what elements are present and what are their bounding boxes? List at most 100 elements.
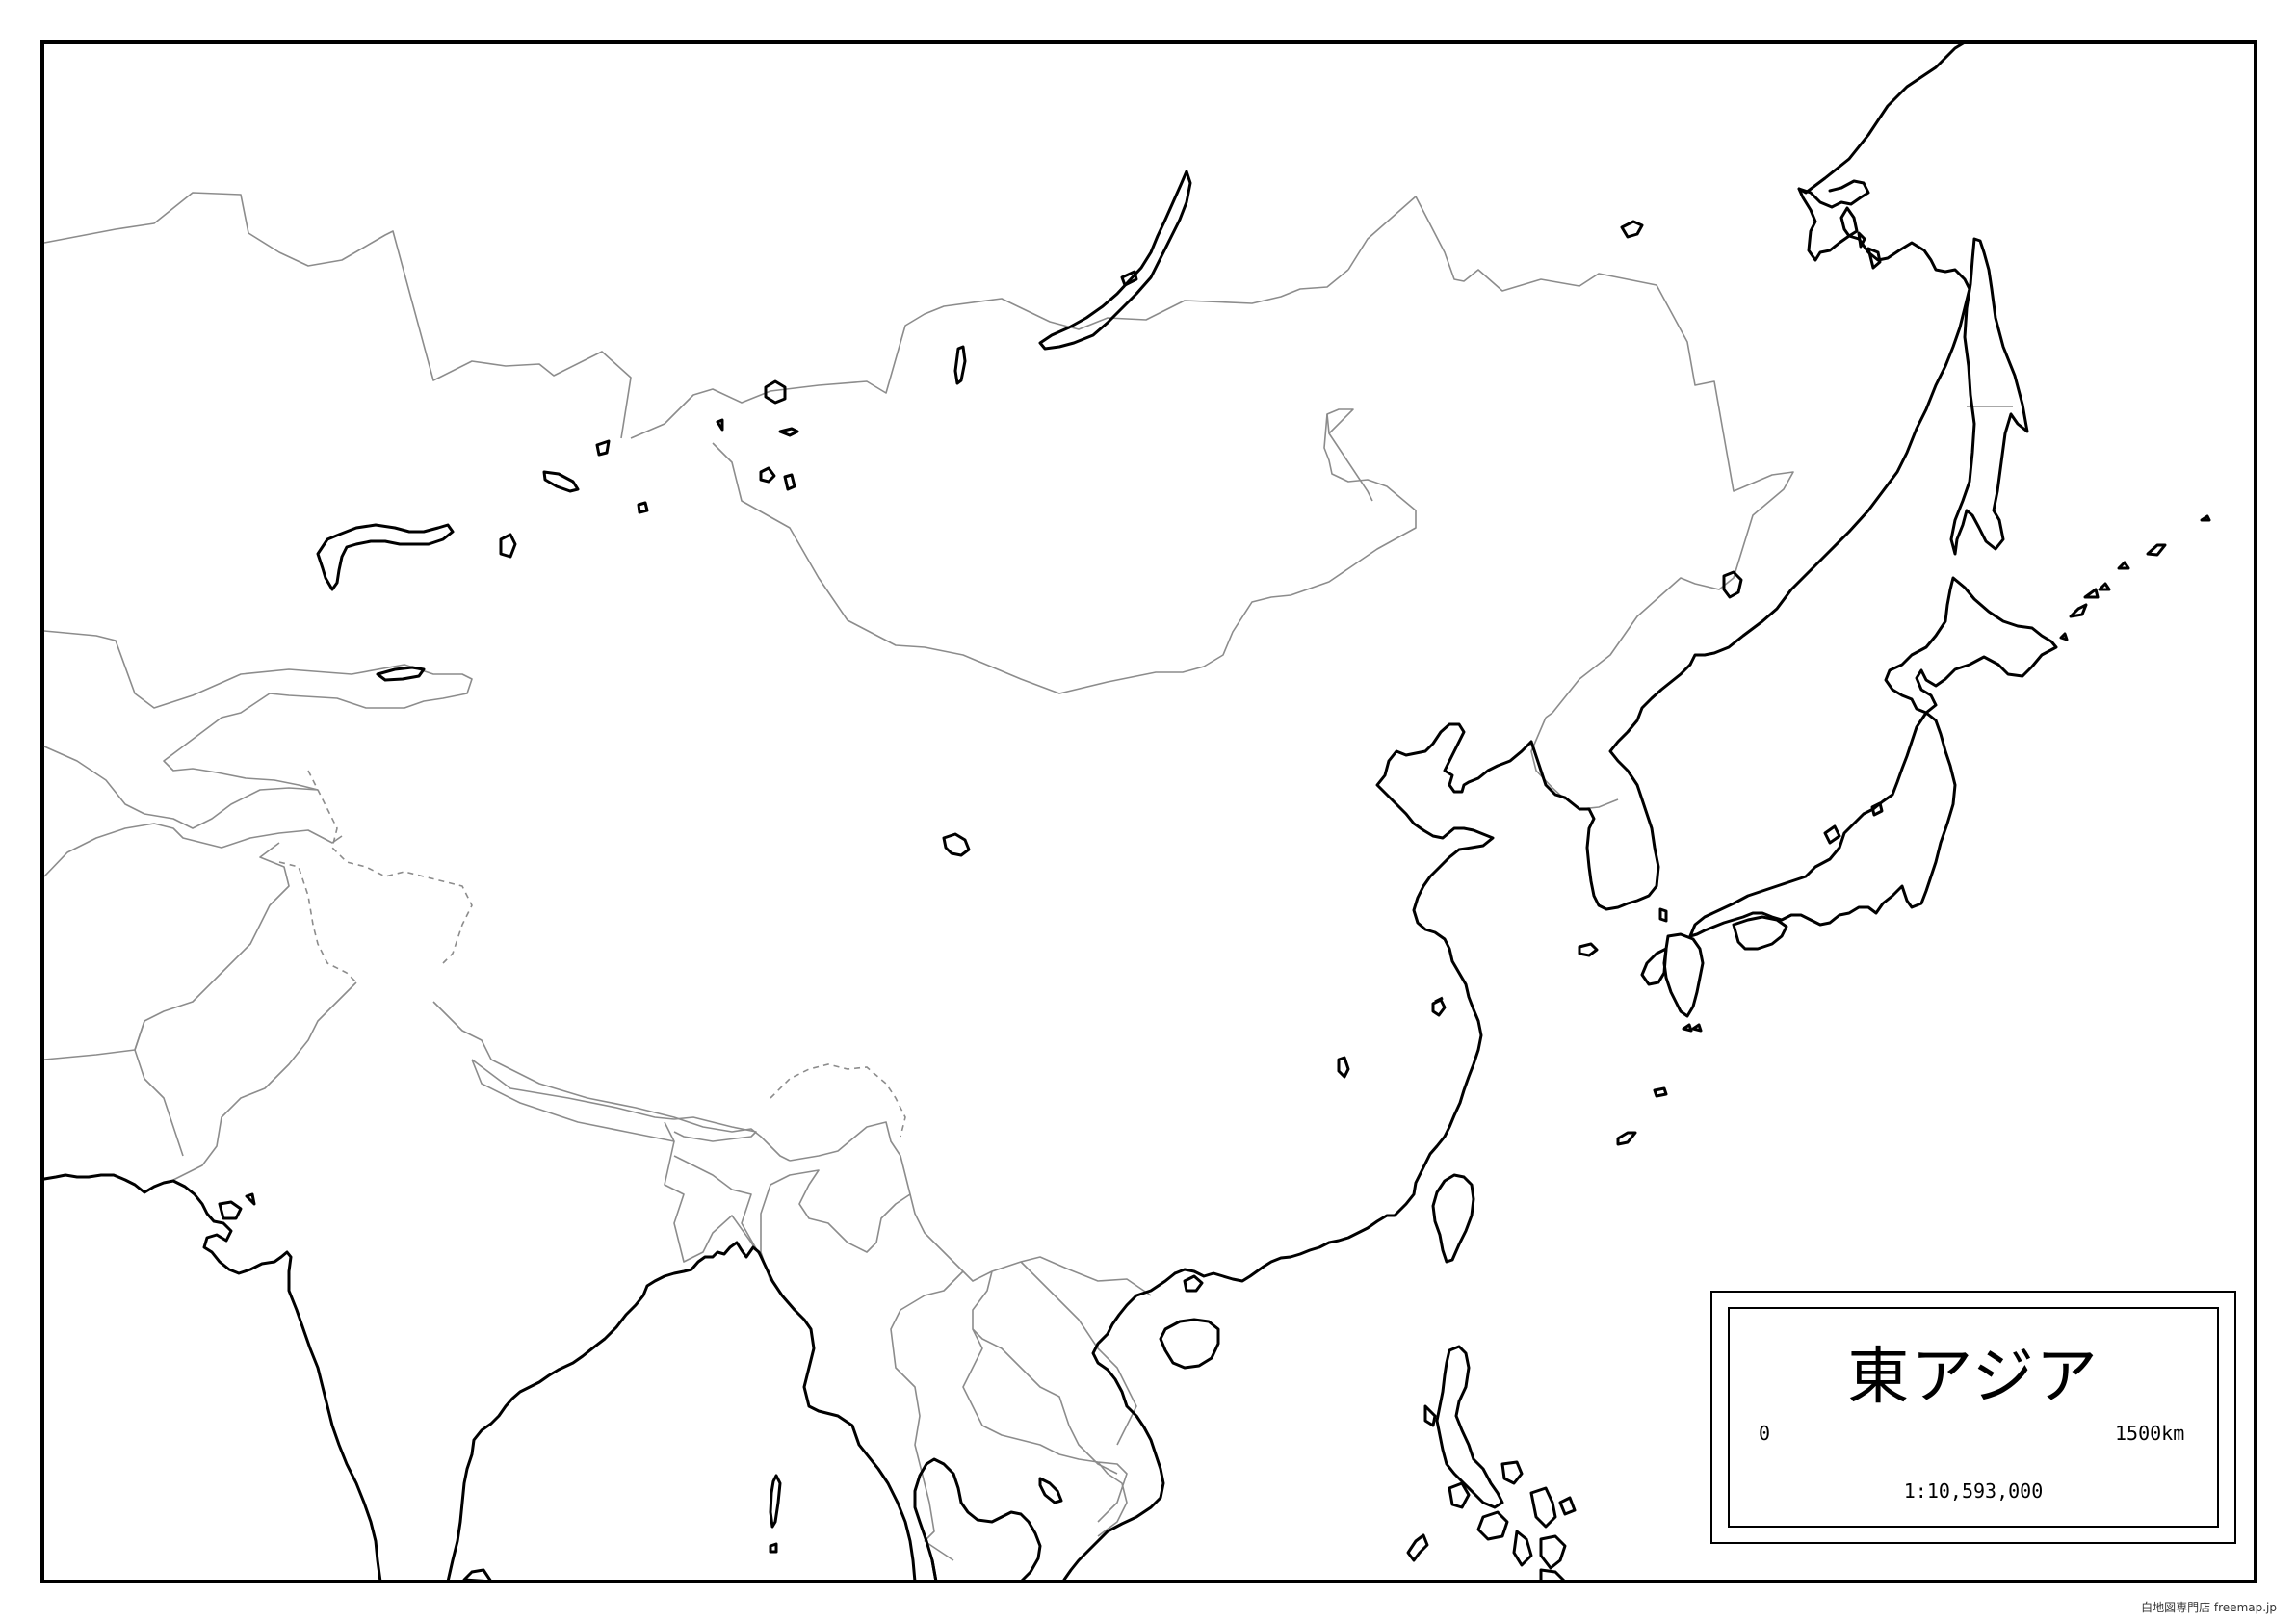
- disputed-borders: [278, 770, 906, 1138]
- honshu-island: [1688, 711, 1957, 938]
- island-kutch-2: [245, 1192, 256, 1206]
- coast-china-north: [1173, 722, 1533, 1283]
- lake-balkhash: [316, 523, 455, 591]
- coast-arabian-sea: [42, 1173, 382, 1583]
- tsushima-island: [1658, 907, 1668, 923]
- ryukyu-1: [1653, 1086, 1668, 1098]
- scale-start-label: 0: [1759, 1422, 1771, 1445]
- map-title: 東アジア: [1847, 1342, 2100, 1413]
- lake-uvs: [764, 379, 787, 405]
- border-mongolia-china: [712, 408, 1417, 694]
- palawan-tip: [1406, 1533, 1429, 1562]
- border-malaysia-thailand: [924, 1540, 954, 1561]
- coast-bay-of-bengal: [446, 1241, 917, 1583]
- andaman-islands: [769, 1474, 782, 1529]
- islands-kyushu-south: [1682, 1023, 1693, 1033]
- border-nepal: [471, 1059, 675, 1120]
- hokkaido-island: [1884, 576, 2058, 715]
- map-frame: [40, 40, 2257, 1583]
- kuril-islands-6: [2059, 632, 2069, 641]
- lake-western-1: [637, 501, 649, 514]
- lake-alakol: [499, 533, 517, 559]
- island-okhotsk-small: [1620, 220, 1644, 239]
- border-china-dprk: [1530, 717, 1566, 800]
- lake-baikal: [1038, 170, 1192, 351]
- lake-altai: [595, 439, 611, 457]
- border-pakistan-afghan: [43, 842, 290, 1060]
- arunachal-line: [770, 1063, 906, 1138]
- ryukyu-2: [1616, 1131, 1637, 1146]
- island-bottom-left: [462, 1568, 493, 1583]
- scale-end-label: 1500km: [2115, 1422, 2185, 1445]
- jeju-island: [1578, 942, 1599, 957]
- border-myanmar-thailand: [890, 1270, 964, 1542]
- coastlines: [42, 40, 2211, 1583]
- taiwan-island: [1431, 1173, 1475, 1264]
- kuril-islands-2: [2098, 582, 2111, 591]
- border-laos-vietnam: [1020, 1261, 1137, 1446]
- kuril-islands-1: [2069, 603, 2088, 618]
- border-russia-mongolia: [630, 269, 1349, 439]
- lake-poyang: [1337, 1056, 1350, 1079]
- credit-text: 白地図専門店 freemap.jp: [2141, 1601, 2277, 1614]
- border-mongolia-east: [1326, 413, 1373, 502]
- kashmir-south: [278, 861, 357, 983]
- shantar-islands: [1839, 206, 1859, 238]
- coast-gulf-thailand: [913, 1457, 1042, 1583]
- kuril-islands-7: [2083, 588, 2100, 599]
- shikoku-island: [1732, 915, 1788, 951]
- border-russia-kazakhstan: [43, 192, 632, 439]
- lake-mongolia-3: [783, 473, 796, 491]
- visayas-2: [1529, 1486, 1557, 1529]
- hainan-island: [1159, 1318, 1220, 1370]
- mindoro-island: [1448, 1481, 1471, 1509]
- kyushu-island: [1662, 932, 1705, 1018]
- border-bangladesh: [664, 1140, 762, 1263]
- border-iran-pakistan: [134, 1020, 184, 1157]
- lake-tonle-sap: [1038, 1477, 1063, 1504]
- scale-ratio: 1:10,593,000: [1903, 1479, 2044, 1503]
- lake-khanka: [1722, 570, 1743, 599]
- border-kazakhstan-kyrgyzstan: [43, 630, 473, 791]
- border-cambodia-vietnam: [1097, 1461, 1128, 1537]
- kuril-islands-3: [2117, 561, 2130, 570]
- border-bhutan: [673, 1116, 757, 1142]
- sakhalin-island: [1949, 237, 2029, 556]
- kyushu-west: [1640, 947, 1668, 986]
- border-thailand-cambodia: [962, 1328, 1128, 1523]
- border-nepal-south: [471, 1059, 675, 1142]
- island-leizhou: [1183, 1274, 1204, 1293]
- lake-dongting: [1434, 996, 1444, 1004]
- legend-box-outer: [1710, 1291, 2236, 1544]
- island-kutch: [218, 1200, 243, 1220]
- country-borders: [43, 192, 2013, 1561]
- border-pakistan-india: [172, 981, 357, 1181]
- andaman-islands-2: [769, 1542, 778, 1554]
- lake-western-2: [716, 418, 724, 432]
- visayas-6: [1558, 1496, 1577, 1516]
- lake-taihu: [1431, 998, 1447, 1017]
- border-russia-china-ne: [1347, 196, 1794, 719]
- lake-zaysan: [542, 470, 580, 493]
- coast-korea: [1529, 663, 1692, 911]
- lake-issyk-kul: [376, 666, 426, 682]
- border-myanmar-china: [909, 1193, 1152, 1296]
- lake-mongolia-2: [759, 466, 776, 484]
- honshu-noto: [1823, 824, 1841, 845]
- lake-mongolia-1: [778, 427, 799, 437]
- lakes: [316, 170, 1743, 1504]
- kuril-islands-4: [2146, 543, 2167, 557]
- kuril-islands-5: [2200, 514, 2211, 522]
- border-central-asia-2: [43, 746, 319, 829]
- visayas-1: [1500, 1460, 1524, 1485]
- visayas-5: [1539, 1534, 1567, 1570]
- border-india-china: [432, 1001, 791, 1162]
- mindanao-north: [1539, 1568, 1567, 1583]
- coast-okhotsk: [1797, 179, 1870, 209]
- luzon-island: [1435, 1345, 1504, 1509]
- visayas-3: [1476, 1510, 1509, 1541]
- visayas-4: [1512, 1530, 1533, 1567]
- border-afghanistan: [43, 823, 343, 877]
- island-okhotsk-small-3: [1857, 231, 1866, 249]
